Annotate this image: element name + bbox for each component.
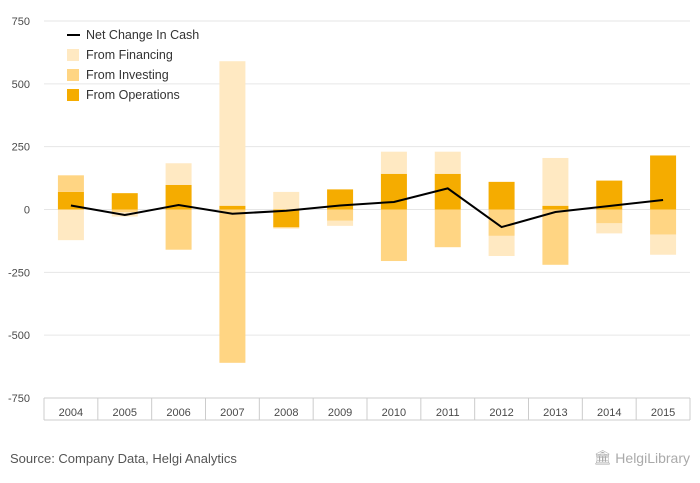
bar-from-financing — [219, 61, 246, 206]
bar-from-operations — [380, 173, 407, 210]
bar-from-operations — [434, 173, 461, 210]
bar-from-financing — [434, 151, 461, 174]
bar-from-investing — [434, 209, 461, 248]
legend-label: From Financing — [86, 48, 173, 62]
x-tick-label: 2007 — [220, 407, 244, 419]
bar-from-financing — [650, 234, 677, 255]
x-tick-label: 2014 — [597, 407, 621, 419]
bar-from-operations — [111, 193, 138, 210]
bar-from-operations — [57, 191, 84, 210]
y-tick-label: 0 — [24, 205, 30, 217]
y-axis-ticks: 750 500 250 0 -250 -500 -750 — [8, 16, 30, 405]
helgi-library-logo: 🏛 HelgiLibrary — [594, 449, 690, 466]
x-axis: 2004 2005 2006 2007 2008 2009 2010 2011 2012 2013… — [43, 397, 691, 421]
bar-from-investing — [165, 209, 192, 250]
x-tick-label: 2012 — [489, 407, 513, 419]
source-note: Source: Company Data, Helgi Analytics — [10, 451, 237, 466]
legend-label: From Operations — [86, 88, 180, 102]
legend-box-swatch — [67, 89, 79, 101]
y-tick-label: -750 — [8, 393, 30, 405]
bar-from-investing — [57, 175, 84, 192]
net-change-line — [70, 187, 664, 229]
bar-from-financing — [57, 209, 84, 241]
bar-from-operations — [219, 205, 246, 210]
bars — [57, 61, 677, 363]
bar-from-financing — [380, 151, 407, 174]
bar-from-investing — [488, 209, 515, 236]
x-tick-label: 2006 — [166, 407, 190, 419]
bar-from-operations — [273, 209, 300, 228]
bar-from-financing — [327, 220, 354, 226]
bar-from-investing — [273, 227, 300, 229]
x-tick-label: 2005 — [113, 407, 137, 419]
y-tick-label: 250 — [12, 142, 30, 154]
x-tick-label: 2004 — [59, 407, 83, 419]
legend-box-swatch — [67, 69, 79, 81]
bar-from-investing — [111, 209, 138, 213]
x-tick-label: 2015 — [651, 407, 675, 419]
bar-from-financing — [488, 235, 515, 256]
bar-from-financing — [596, 223, 623, 234]
net-change-polyline — [70, 187, 664, 229]
bar-from-financing — [542, 157, 569, 206]
y-tick-label: 750 — [12, 16, 30, 28]
legend-label: From Investing — [86, 68, 169, 82]
y-tick-label: -500 — [8, 330, 30, 342]
bar-from-investing — [380, 209, 407, 262]
x-tick-label: 2010 — [382, 407, 406, 419]
bar-from-operations — [542, 205, 569, 210]
x-tick-label: 2013 — [543, 407, 567, 419]
x-tick-label: 2009 — [328, 407, 352, 419]
x-tick-label: 2008 — [274, 407, 298, 419]
bar-from-investing — [219, 209, 246, 363]
y-tick-label: 500 — [12, 79, 30, 91]
legend-box-swatch — [67, 49, 79, 61]
y-tick-label: -250 — [8, 267, 30, 279]
x-tick-label: 2011 — [436, 407, 460, 419]
bar-from-investing — [327, 209, 354, 221]
legend-label: Net Change In Cash — [86, 28, 199, 42]
bar-from-investing — [542, 209, 569, 265]
legend: Net Change In Cash From Financing From Inv… — [67, 28, 199, 102]
bar-from-financing — [273, 191, 300, 210]
bar-from-operations — [488, 181, 515, 210]
bar-from-financing — [165, 163, 192, 185]
library-building-icon: 🏛 — [593, 449, 612, 465]
bar-from-investing — [596, 209, 623, 224]
logo-text: HelgiLibrary — [615, 449, 690, 466]
bar-from-investing — [650, 209, 677, 235]
